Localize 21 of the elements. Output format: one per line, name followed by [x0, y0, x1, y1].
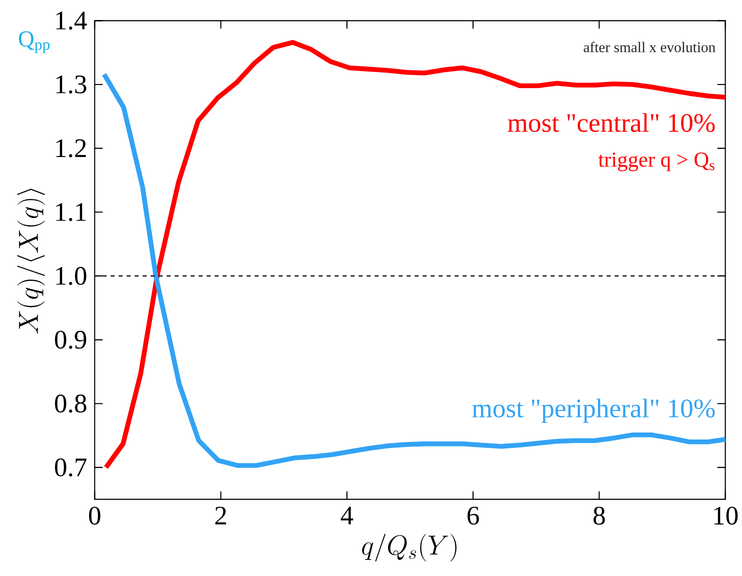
y-tick-label: 1.2 — [56, 139, 86, 158]
y-tick-label: 0.7 — [54, 458, 87, 476]
annotation: after small x evolution — [584, 42, 716, 52]
y-tick-label: 0.8 — [54, 394, 86, 413]
series-label: most "peripheral" 10% — [472, 398, 715, 423]
x-tick-label: 8 — [594, 506, 605, 525]
y-axis-title: $X(q)/\langle X(q)\rangle$ — [17, 188, 45, 334]
y-tick-label: 1.3 — [56, 75, 86, 94]
y-tick-label: 1.4 — [56, 12, 87, 30]
text: Q$_{pp}$ — [18, 31, 50, 54]
y-tick-label: 1.1 — [56, 203, 86, 222]
x-tick-label: 4 — [340, 506, 354, 524]
y-tick-label: 1.0 — [56, 266, 86, 286]
x-axis-title: $q/Q_s(Y)$ — [362, 534, 456, 562]
series-label: most "central" 10% — [508, 113, 715, 132]
x-tick-label: 0 — [89, 506, 100, 525]
annotation: trigger q > Q$_{s}$ — [598, 152, 714, 172]
y-tick-label: 0.9 — [54, 330, 86, 349]
x-tick-label: 10 — [714, 506, 738, 525]
x-tick-label: 2 — [215, 506, 226, 524]
x-tick-label: 6 — [468, 506, 479, 525]
